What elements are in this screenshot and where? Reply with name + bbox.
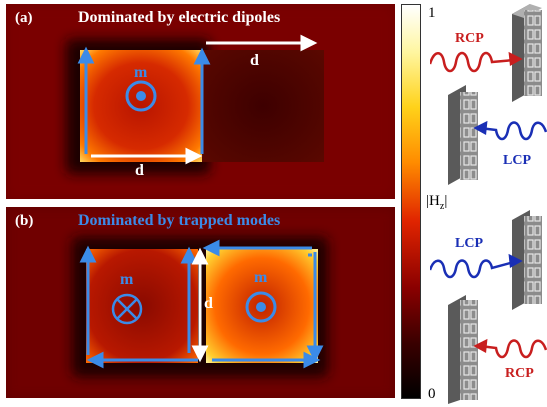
colorbar-quantity-label: |Hz| <box>426 193 448 212</box>
polarization-schematic <box>430 4 547 404</box>
panel-b-label: (b) <box>15 213 34 229</box>
resonator-b-left <box>86 249 198 363</box>
lcp-label-bottom: LCP <box>455 236 483 251</box>
d-label-b: d <box>204 295 213 312</box>
moment-label-b-left: m <box>120 271 134 288</box>
moment-in-icon-b <box>111 293 143 325</box>
rcp-wave-bottom <box>473 338 547 359</box>
moment-out-icon-b <box>245 291 277 323</box>
d-label-top-a: d <box>250 52 259 69</box>
panel-a: (a) Dominated by electric dipoles m d d <box>6 4 395 199</box>
panel-a-title: Dominated by electric dipoles <box>78 9 281 26</box>
lcp-wave-bottom <box>430 253 523 279</box>
lcp-wave-top <box>473 120 547 141</box>
colorbar <box>401 4 421 399</box>
rcp-label-top: RCP <box>455 31 484 46</box>
resonator-a-left <box>80 50 202 162</box>
panel-b: (b) Dominated by trapped modes m m d <box>6 207 395 398</box>
d-label-bottom-a: d <box>135 162 144 179</box>
moment-label-b-right: m <box>254 269 268 286</box>
moment-out-icon-a <box>125 80 157 112</box>
field-map-b <box>6 207 395 398</box>
resonator-a-right <box>202 50 324 162</box>
rcp-wave-top <box>430 51 523 73</box>
panel-a-label: (a) <box>15 10 33 26</box>
colorbar-min-label: 0 <box>428 386 436 402</box>
lcp-label-top: LCP <box>503 153 531 168</box>
field-map-a <box>6 4 395 199</box>
rcp-label-bottom: RCP <box>505 366 534 381</box>
moment-label-a: m <box>134 64 148 81</box>
colorbar-max-label: 1 <box>428 5 436 21</box>
panel-b-title: Dominated by trapped modes <box>78 212 281 229</box>
